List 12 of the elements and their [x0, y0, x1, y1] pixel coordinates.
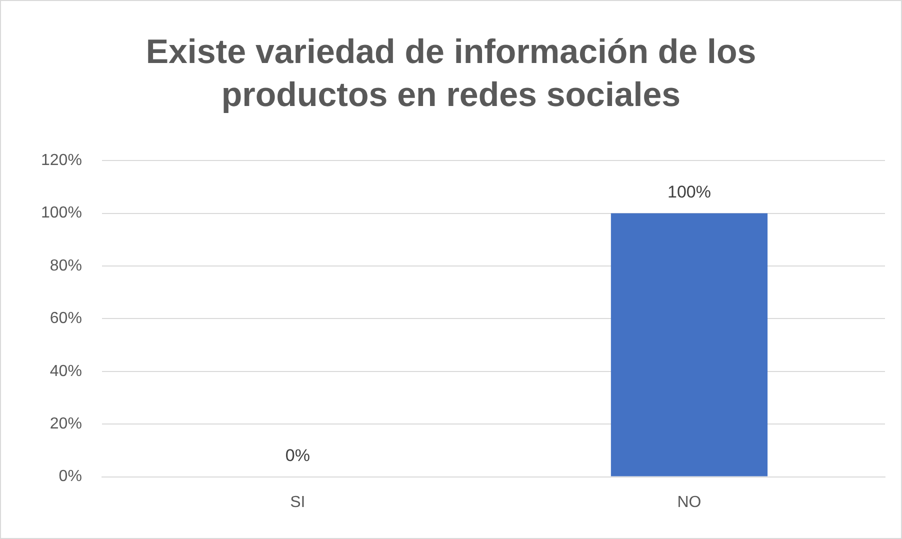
y-tick-label: 40%: [50, 362, 82, 380]
data-label: 100%: [667, 182, 711, 202]
y-tick-label: 60%: [50, 310, 82, 328]
y-tick-label: 100%: [41, 204, 82, 222]
chart-title: Existe variedad de información de los productos en redes sociales: [144, 32, 758, 116]
y-tick-label: 0%: [58, 468, 82, 486]
y-tick-label: 80%: [50, 257, 82, 274]
data-label: 0%: [285, 446, 310, 465]
x-tick-label: NO: [677, 494, 702, 511]
x-tick-label: SI: [290, 494, 306, 511]
y-tick-label: 20%: [50, 416, 82, 433]
y-tick-label: 120%: [41, 152, 82, 170]
